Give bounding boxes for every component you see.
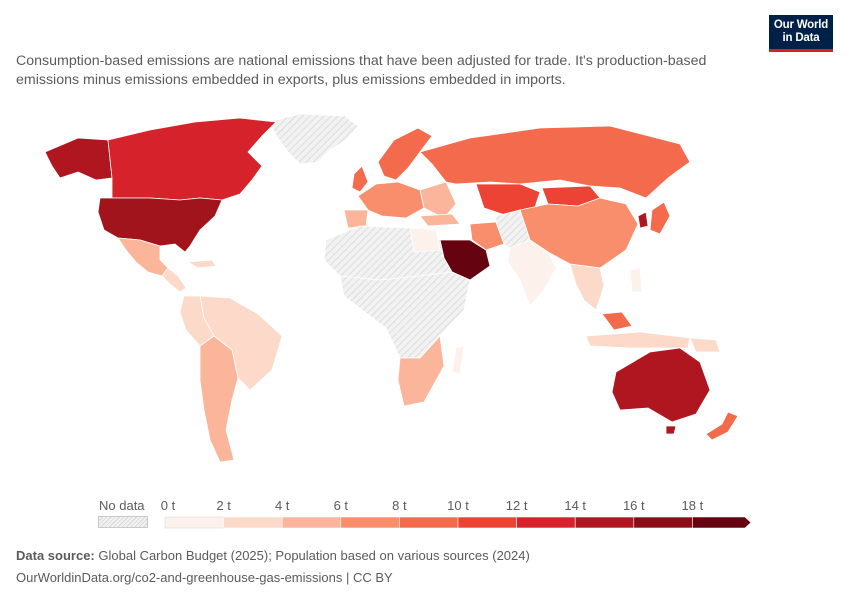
legend-no-data-swatch	[98, 516, 148, 528]
legend-bin-9[interactable]	[692, 516, 752, 529]
legend-tick-5: 10 t	[447, 498, 469, 513]
legend-bin-2[interactable]	[281, 516, 342, 529]
region-india[interactable]	[507, 239, 557, 307]
region-eastern-europe[interactable]	[419, 181, 457, 219]
legend-bin-6[interactable]	[516, 516, 576, 529]
source-url-line[interactable]: OurWorldinData.org/co2-and-greenhouse-ga…	[16, 570, 393, 585]
legend-tick-9: 18 t	[681, 498, 704, 513]
logo-line-1: Our World	[773, 19, 829, 31]
region-argentina-chile[interactable]	[199, 335, 239, 463]
region-central-america[interactable]	[161, 267, 187, 293]
legend-tick-8: 16 t	[622, 498, 645, 513]
region-south-africa[interactable]	[397, 335, 445, 407]
legend-tick-1: 2 t	[216, 498, 231, 513]
legend-tick-7: 14 t	[564, 498, 587, 513]
region-papua-new-guinea[interactable]	[689, 337, 721, 353]
region-russia[interactable]	[419, 125, 691, 199]
region-philippines[interactable]	[629, 267, 643, 293]
data-source-line: Data source: Global Carbon Budget (2025)…	[16, 548, 530, 563]
region-central-africa[interactable]	[339, 271, 471, 359]
region-uk[interactable]	[351, 165, 369, 193]
legend-tick-3: 6 t	[333, 498, 349, 513]
region-canada[interactable]	[107, 117, 277, 201]
legend-tick-6: 12 t	[505, 498, 528, 513]
legend-tick-2: 4 t	[274, 498, 290, 513]
legend-bin-0[interactable]	[164, 516, 224, 529]
legend-bin-8[interactable]	[633, 516, 693, 529]
data-source-label: Data source:	[16, 548, 95, 563]
legend-color-scale[interactable]	[160, 512, 756, 532]
region-indonesia[interactable]	[585, 331, 691, 349]
legend-tick-0: 0 t	[160, 498, 176, 513]
world-map[interactable]	[0, 100, 850, 470]
owid-logo[interactable]: Our World in Data	[769, 15, 833, 52]
region-iran[interactable]	[469, 221, 505, 251]
region-australia[interactable]	[611, 347, 711, 423]
region-malaysia[interactable]	[601, 311, 633, 331]
region-madagascar[interactable]	[451, 345, 465, 375]
chart-subtitle: Consumption-based emissions are national…	[16, 53, 707, 88]
region-tasmania[interactable]	[665, 425, 677, 435]
region-egypt[interactable]	[409, 227, 441, 253]
region-united-states[interactable]	[97, 197, 223, 253]
legend-no-data-label: No data	[99, 498, 145, 513]
logo-line-2: in Data	[782, 32, 820, 44]
region-southeast-asia[interactable]	[569, 263, 605, 311]
region-alaska[interactable]	[44, 137, 113, 181]
legend-bin-1[interactable]	[223, 516, 283, 529]
region-japan[interactable]	[649, 201, 671, 235]
legend-bin-5[interactable]	[457, 516, 517, 529]
region-caribbean[interactable]	[187, 259, 217, 269]
region-greenland[interactable]	[267, 113, 359, 165]
region-korea[interactable]	[637, 211, 649, 229]
data-source-text: Global Carbon Budget (2025); Population …	[98, 548, 530, 563]
region-new-zealand[interactable]	[705, 411, 739, 441]
region-turkey[interactable]	[419, 213, 461, 227]
region-iberia[interactable]	[343, 209, 369, 229]
legend-bin-7[interactable]	[574, 516, 635, 529]
legend-bin-4[interactable]	[399, 516, 459, 529]
legend-bin-3[interactable]	[340, 516, 400, 529]
legend-tick-4: 8 t	[392, 498, 407, 513]
